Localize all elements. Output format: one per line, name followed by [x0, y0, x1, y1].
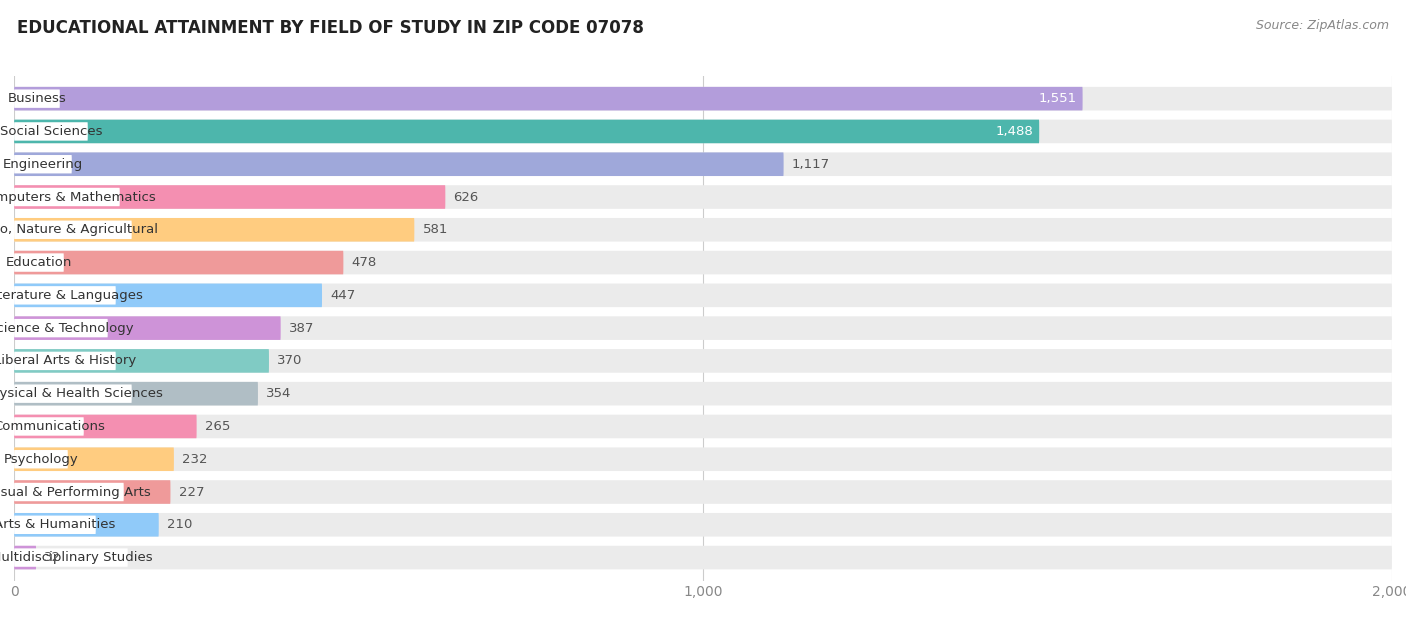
FancyBboxPatch shape: [14, 382, 1392, 406]
FancyBboxPatch shape: [14, 483, 124, 501]
Text: 387: 387: [290, 322, 315, 334]
Text: 210: 210: [167, 518, 193, 531]
Text: 581: 581: [423, 223, 449, 236]
FancyBboxPatch shape: [14, 186, 446, 209]
Text: Education: Education: [6, 256, 72, 269]
FancyBboxPatch shape: [14, 447, 1392, 471]
FancyBboxPatch shape: [14, 351, 115, 370]
Text: Visual & Performing Arts: Visual & Performing Arts: [0, 485, 150, 498]
Text: Social Sciences: Social Sciences: [0, 125, 103, 138]
Text: Source: ZipAtlas.com: Source: ZipAtlas.com: [1256, 19, 1389, 32]
FancyBboxPatch shape: [14, 415, 1392, 439]
Text: 227: 227: [179, 485, 204, 498]
FancyBboxPatch shape: [14, 319, 108, 338]
FancyBboxPatch shape: [14, 447, 174, 471]
FancyBboxPatch shape: [14, 254, 63, 272]
Text: 1,488: 1,488: [995, 125, 1033, 138]
FancyBboxPatch shape: [14, 316, 281, 340]
Text: Bio, Nature & Agricultural: Bio, Nature & Agricultural: [0, 223, 159, 236]
Text: Liberal Arts & History: Liberal Arts & History: [0, 355, 136, 367]
Text: Business: Business: [7, 92, 66, 105]
FancyBboxPatch shape: [14, 122, 87, 141]
FancyBboxPatch shape: [14, 450, 67, 468]
Text: EDUCATIONAL ATTAINMENT BY FIELD OF STUDY IN ZIP CODE 07078: EDUCATIONAL ATTAINMENT BY FIELD OF STUDY…: [17, 19, 644, 37]
FancyBboxPatch shape: [14, 120, 1039, 143]
FancyBboxPatch shape: [14, 283, 322, 307]
FancyBboxPatch shape: [14, 546, 37, 569]
Text: 1,551: 1,551: [1039, 92, 1077, 105]
Text: Engineering: Engineering: [3, 158, 83, 171]
Text: Arts & Humanities: Arts & Humanities: [0, 518, 115, 531]
FancyBboxPatch shape: [14, 120, 1392, 143]
FancyBboxPatch shape: [14, 417, 84, 435]
FancyBboxPatch shape: [14, 513, 159, 536]
FancyBboxPatch shape: [14, 218, 415, 242]
FancyBboxPatch shape: [14, 513, 1392, 536]
FancyBboxPatch shape: [14, 316, 1392, 340]
FancyBboxPatch shape: [14, 546, 1392, 569]
FancyBboxPatch shape: [14, 153, 1392, 176]
Text: 1,117: 1,117: [792, 158, 830, 171]
Text: Psychology: Psychology: [4, 452, 79, 466]
FancyBboxPatch shape: [14, 87, 1392, 110]
FancyBboxPatch shape: [14, 286, 115, 305]
FancyBboxPatch shape: [14, 188, 120, 206]
FancyBboxPatch shape: [14, 221, 132, 239]
FancyBboxPatch shape: [14, 516, 96, 534]
Text: 478: 478: [352, 256, 377, 269]
FancyBboxPatch shape: [14, 384, 132, 403]
Text: Multidisciplinary Studies: Multidisciplinary Studies: [0, 551, 152, 564]
FancyBboxPatch shape: [14, 218, 1392, 242]
FancyBboxPatch shape: [14, 153, 783, 176]
Text: 265: 265: [205, 420, 231, 433]
FancyBboxPatch shape: [14, 349, 269, 373]
FancyBboxPatch shape: [14, 186, 1392, 209]
FancyBboxPatch shape: [14, 87, 1083, 110]
FancyBboxPatch shape: [14, 382, 257, 406]
FancyBboxPatch shape: [14, 90, 60, 108]
Text: 354: 354: [266, 387, 291, 400]
FancyBboxPatch shape: [14, 548, 128, 567]
FancyBboxPatch shape: [14, 155, 72, 174]
FancyBboxPatch shape: [14, 283, 1392, 307]
FancyBboxPatch shape: [14, 251, 343, 274]
Text: 232: 232: [183, 452, 208, 466]
Text: Physical & Health Sciences: Physical & Health Sciences: [0, 387, 163, 400]
FancyBboxPatch shape: [14, 251, 1392, 274]
Text: Literature & Languages: Literature & Languages: [0, 289, 143, 302]
Text: 447: 447: [330, 289, 356, 302]
Text: 32: 32: [45, 551, 62, 564]
FancyBboxPatch shape: [14, 480, 1392, 504]
FancyBboxPatch shape: [14, 349, 1392, 373]
Text: Computers & Mathematics: Computers & Mathematics: [0, 191, 156, 204]
Text: 626: 626: [454, 191, 479, 204]
Text: Communications: Communications: [0, 420, 105, 433]
FancyBboxPatch shape: [14, 415, 197, 439]
Text: 370: 370: [277, 355, 302, 367]
FancyBboxPatch shape: [14, 480, 170, 504]
Text: Science & Technology: Science & Technology: [0, 322, 134, 334]
